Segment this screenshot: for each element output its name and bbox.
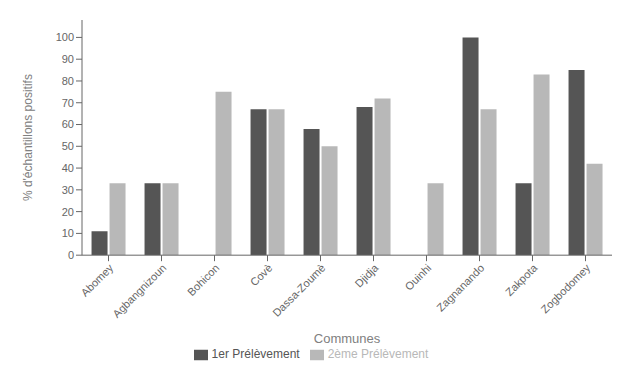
svg-text:Zagnanando: Zagnanando (434, 262, 486, 314)
svg-text:Zogbodomey: Zogbodomey (539, 261, 593, 315)
svg-text:20: 20 (62, 206, 74, 218)
svg-text:Bohicon: Bohicon (185, 262, 222, 299)
svg-text:50: 50 (62, 140, 74, 152)
html-text:1er Prélèvement: 1er Prélèvement (211, 347, 300, 362)
svg-text:Abomey: Abomey (78, 261, 115, 298)
svg-text:60: 60 (62, 118, 74, 130)
svg-text:Djidja: Djidja (352, 261, 381, 290)
svg-text:Agbangnizoun: Agbangnizoun (110, 262, 168, 320)
svg-text:30: 30 (62, 184, 74, 196)
svg-text:90: 90 (62, 53, 74, 65)
svg-text:Dassa-Zoumè: Dassa-Zoumè (270, 262, 327, 319)
svg-text:Covè: Covè (248, 262, 275, 289)
svg-text:Ouinhi: Ouinhi (402, 262, 433, 293)
svg-text:0: 0 (68, 249, 74, 261)
svg-text:Communes: Communes (314, 331, 381, 346)
svg-text:Zakpota: Zakpota (503, 261, 540, 298)
svg-text:100: 100 (56, 31, 74, 43)
svg-text:40: 40 (62, 162, 74, 174)
svg-text:70: 70 (62, 97, 74, 109)
html-text:2ème Prélèvement: 2ème Prélèvement (327, 347, 429, 362)
svg-text:10: 10 (62, 227, 74, 239)
svg-text:80: 80 (62, 75, 74, 87)
svg-text:% d'échantillons positifs: % d'échantillons positifs (21, 74, 35, 201)
